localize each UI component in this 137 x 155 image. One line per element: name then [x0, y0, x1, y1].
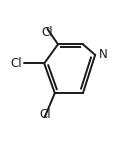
Text: Cl: Cl — [39, 108, 51, 121]
Text: Cl: Cl — [42, 26, 53, 39]
Text: N: N — [99, 48, 108, 61]
Text: Cl: Cl — [10, 57, 22, 70]
